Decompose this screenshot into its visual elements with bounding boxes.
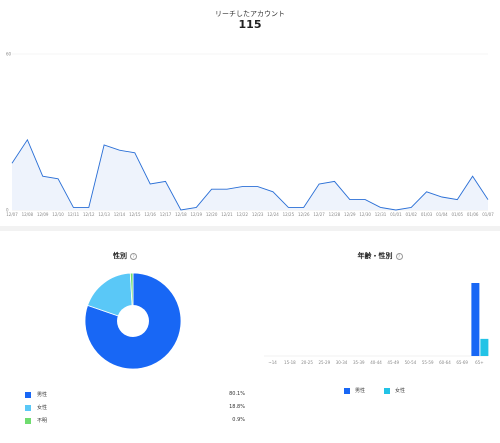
x-tick-label: 12/08 — [22, 212, 34, 217]
legend-swatch — [25, 405, 31, 411]
x-tick-label: 12/14 — [114, 212, 126, 217]
reach-total: 115 — [238, 18, 262, 31]
x-tick-label: 12/26 — [298, 212, 310, 217]
legend-swatch — [25, 418, 31, 424]
x-tick-label: 12/21 — [221, 212, 233, 217]
x-tick-label: 12/10 — [52, 212, 64, 217]
section-divider — [0, 226, 500, 231]
x-tick-label: 12/07 — [6, 212, 18, 217]
x-tick-label: 12/20 — [206, 212, 218, 217]
age-gender-bar-chart: ~14 15-18 20-25 25-29 30-34 35-39 40-44 45-49 50… — [264, 283, 489, 365]
x-tick-label: 15-18 — [284, 360, 296, 365]
x-tick-label: 12/15 — [129, 212, 141, 217]
gender-donut-chart — [84, 272, 182, 370]
x-tick-label: 30-34 — [336, 360, 348, 365]
x-tick-label: 35-39 — [353, 360, 365, 365]
legend-swatch — [384, 387, 390, 394]
x-tick-label: 55-59 — [422, 360, 434, 365]
x-tick-label: ~14 — [268, 360, 277, 365]
age-gender-title-text: 年齢・性別 — [357, 252, 393, 260]
legend-swatch — [25, 392, 31, 398]
reach-line — [11, 138, 489, 211]
age-gender-panel: 年齢・性別? ~14 15-18 20-25 25-29 30-34 35-39 40-44… — [250, 231, 500, 443]
x-tick-label: 12/31 — [375, 212, 387, 217]
legend-value: 18.8% — [229, 404, 245, 410]
reach-line-chart: 60 012/07 12/08 12/09 12/10 12/11 12/12 12/13 12… — [6, 52, 494, 218]
x-tick-label: 12/12 — [83, 212, 95, 217]
x-tick-label: 12/28 — [329, 212, 341, 217]
legend-male: 男性 — [344, 387, 365, 394]
donut-hole — [117, 305, 149, 337]
legend-label: 男性 — [37, 392, 48, 398]
y-tick-label: 60 — [6, 52, 12, 57]
x-tick-label: 12/11 — [68, 212, 80, 217]
x-tick-label: 40-44 — [370, 360, 382, 365]
legend-swatch — [344, 387, 350, 394]
x-tick-label: 20-25 — [301, 360, 313, 365]
x-tick-label: 12/22 — [237, 212, 249, 217]
x-tick-label: 12/18 — [175, 212, 187, 217]
donut-slice — [87, 272, 134, 322]
info-icon[interactable]: ? — [395, 252, 403, 260]
legend-male: 男性 80.1% — [25, 391, 245, 401]
age-gender-title: 年齢・性別? — [250, 251, 500, 261]
x-tick-label: 01/04 — [436, 212, 448, 217]
legend-value: 0.9% — [232, 417, 245, 423]
legend-female: 女性 — [384, 387, 405, 394]
x-tick-label: 01/06 — [467, 212, 479, 217]
x-tick-label: 65+ — [475, 360, 483, 365]
legend-label: 不明 — [37, 418, 48, 424]
gender-title-text: 性別 — [113, 252, 127, 260]
x-tick-label: 12/27 — [313, 212, 325, 217]
x-tick-label: 12/17 — [160, 212, 172, 217]
x-tick-label: 01/02 — [405, 212, 417, 217]
bar — [471, 283, 480, 356]
x-tick-label: 25-29 — [318, 360, 330, 365]
legend-label: 女性 — [37, 405, 48, 411]
x-tick-label: 01/01 — [390, 212, 402, 217]
gender-title: 性別? — [0, 251, 250, 261]
x-tick-label: 50-54 — [405, 360, 417, 365]
x-tick-label: 12/25 — [283, 212, 295, 217]
gender-panel: 性別? 男性 80.1% 女性 18.8% 不明 0.9% — [0, 231, 250, 443]
legend-label: 女性 — [395, 388, 406, 394]
x-tick-label: 12/16 — [144, 212, 156, 217]
x-tick-label: 12/29 — [344, 212, 356, 217]
x-tick-label: 12/30 — [359, 212, 371, 217]
x-tick-label: 60-64 — [439, 360, 451, 365]
reach-panel: 60 0 12/07 12/08 12/09 12/10 12/11 12/12 12/13 12… — [6, 10, 495, 218]
x-tick-label: 12/23 — [252, 212, 264, 217]
y-tick-label: 0 — [6, 208, 9, 213]
x-tick-label: 01/07 — [482, 212, 494, 217]
x-tick-label: 01/05 — [452, 212, 464, 217]
x-tick-label: 45-49 — [387, 360, 399, 365]
x-tick-label: 12/19 — [190, 212, 202, 217]
x-tick-label: 12/09 — [37, 212, 49, 217]
legend-unknown: 不明 0.9% — [25, 417, 245, 427]
x-tick-label: 12/24 — [267, 212, 279, 217]
reach-area — [12, 139, 488, 210]
legend-female: 女性 18.8% — [25, 404, 245, 414]
reach-title: リーチしたアカウント — [215, 10, 285, 18]
x-tick-label: 65-69 — [456, 360, 468, 365]
legend-label: 男性 — [355, 388, 366, 394]
info-icon[interactable]: ? — [130, 252, 137, 260]
x-tick-label: 01/03 — [421, 212, 433, 217]
bar — [480, 338, 489, 356]
legend-value: 80.1% — [229, 391, 245, 397]
x-tick-label: 12/13 — [98, 212, 110, 217]
